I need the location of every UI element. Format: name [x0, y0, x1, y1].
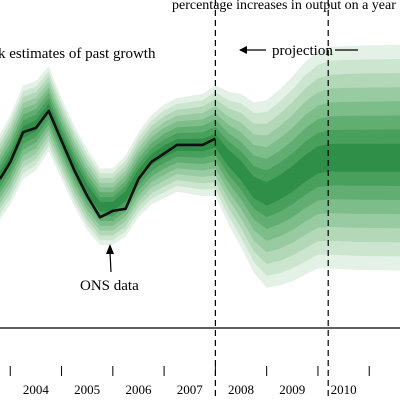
- vertical-markers: [214, 0, 329, 400]
- x-axis-ticks: 20032004200520062007200820092010: [9, 366, 370, 397]
- fan-bands: [0, 44, 400, 288]
- projection-annotation: projection: [272, 43, 333, 59]
- chart-title: percentage increases in output on a year…: [172, 0, 400, 13]
- x-tick-label-2009: 2009: [279, 382, 305, 397]
- estimates-annotation: k estimates of past growth: [0, 46, 156, 62]
- x-tick-label-2004: 2004: [23, 382, 50, 397]
- x-tick-label-2005: 2005: [74, 382, 100, 397]
- ons-data-annotation: ONS data: [80, 278, 139, 294]
- x-tick-label-2010: 2010: [331, 382, 357, 397]
- projection-arrow: [239, 46, 358, 54]
- x-tick-label-2006: 2006: [125, 382, 152, 397]
- x-tick-label-2007: 2007: [177, 382, 204, 397]
- ons-pointer: [106, 244, 114, 273]
- ons-data-line: [0, 109, 216, 219]
- x-tick-label-2008: 2008: [228, 382, 254, 397]
- fan-band-8: [0, 103, 400, 212]
- fan-band-7: [0, 98, 400, 218]
